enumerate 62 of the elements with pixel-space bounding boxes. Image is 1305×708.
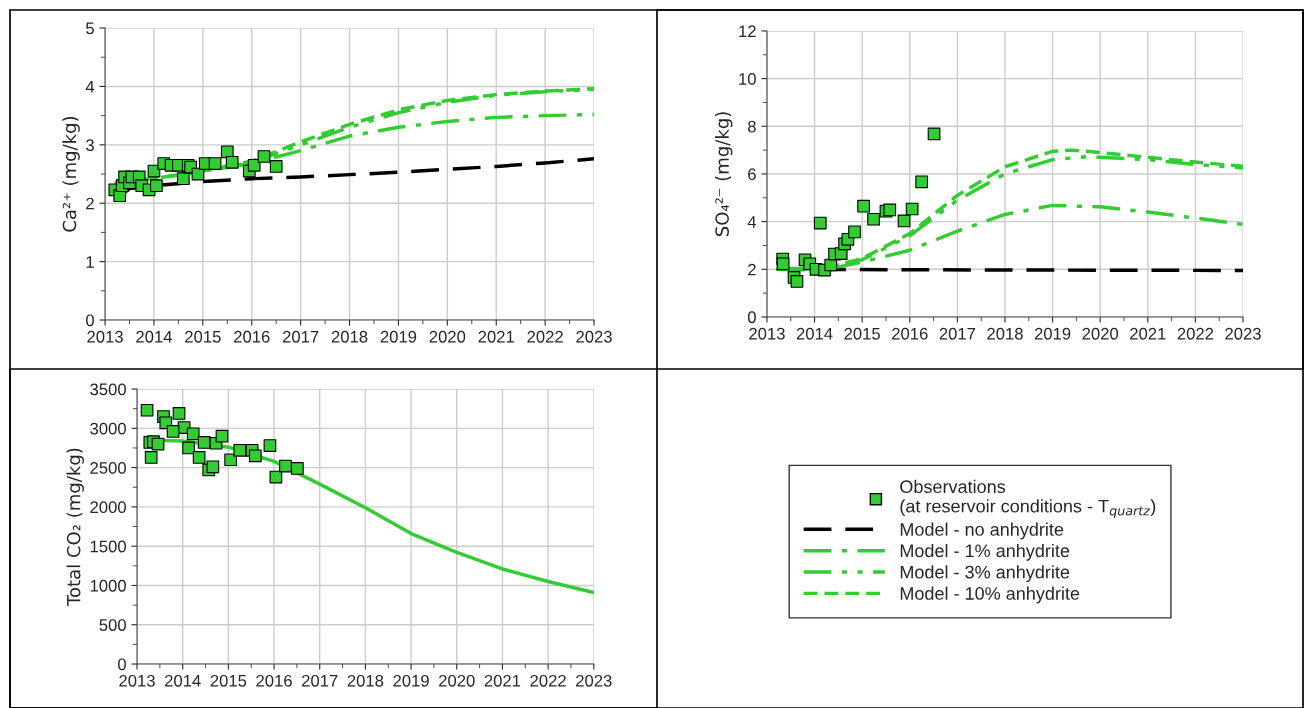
x-tick-label: 2013 (87, 330, 123, 343)
x-tick-label: 2015 (844, 327, 880, 340)
y-tick-label: 10 (739, 73, 756, 85)
x-tick-label: 2023 (576, 674, 612, 687)
x-tick-label: 2017 (939, 327, 976, 340)
x-tick-label: 2016 (256, 674, 292, 687)
x-tick-label: 2020 (1082, 327, 1119, 340)
x-tick-label: 2015 (210, 674, 247, 687)
legend-label: Model - 10% anhydrite (900, 586, 1080, 604)
y-tick-label: 1 (86, 256, 94, 268)
y-tick-label: 3 (86, 139, 94, 152)
y-tick-label: 3000 (90, 422, 126, 435)
legend-label: Model - 3% anhydrite (900, 565, 1070, 583)
x-tick-label: 2013 (119, 674, 155, 687)
x-tick-label: 2022 (1177, 327, 1214, 340)
y-axis-title: SO₄²⁻ (mg/kg) (714, 112, 733, 237)
y-tick-label: 0 (117, 658, 126, 671)
y-tick-label: 12 (739, 25, 756, 37)
y-tick-label: 1500 (90, 540, 126, 553)
x-tick-label: 2021 (1130, 327, 1166, 340)
x-tick-label: 2020 (429, 330, 466, 343)
x-tick-label: 2018 (331, 330, 368, 343)
x-tick-label: 2022 (527, 330, 563, 343)
x-tick-label: 2021 (478, 330, 514, 343)
x-tick-label: 2021 (484, 674, 521, 687)
x-tick-label: 2022 (530, 674, 566, 687)
x-tick-label: 2017 (302, 674, 338, 687)
y-axis-title: Ca²⁺ (mg/kg) (62, 116, 80, 232)
x-tick-label: 2019 (1034, 327, 1071, 340)
x-tick-label: 2018 (347, 674, 384, 687)
y-tick-label: 2000 (90, 501, 126, 514)
y-tick-label: 0 (747, 311, 756, 324)
y-tick-label: 4 (747, 216, 757, 228)
legend-label: Observations (at reservoir conditions - T$_{quartz}$) (900, 479, 1156, 518)
y-axis-title: Total CO₂ (mg/kg) (66, 448, 84, 607)
legend-label: Model - no anhydrite (900, 522, 1064, 540)
y-tick-label: 6 (748, 168, 756, 181)
x-tick-label: 2019 (393, 674, 429, 687)
x-tick-label: 2023 (1225, 327, 1261, 340)
x-tick-label: 2023 (576, 330, 612, 343)
legend-label: Model - 1% anhydrite (900, 543, 1070, 561)
y-tick-label: 2 (748, 263, 756, 276)
y-tick-label: 8 (747, 120, 756, 133)
y-tick-label: 5 (86, 22, 94, 35)
y-tick-label: 4 (85, 81, 95, 93)
x-tick-label: 2020 (439, 674, 475, 687)
x-tick-label: 2017 (282, 330, 319, 343)
x-tick-label: 2015 (185, 330, 221, 343)
y-tick-label: 2500 (90, 462, 126, 474)
x-tick-label: 2014 (165, 674, 201, 687)
x-tick-label: 2018 (987, 327, 1023, 340)
x-tick-label: 2016 (234, 330, 270, 343)
y-tick-label: 1000 (90, 579, 126, 592)
y-tick-label: 2 (86, 197, 94, 210)
x-tick-label: 2016 (892, 327, 928, 340)
y-tick-label: 3500 (90, 383, 126, 396)
x-tick-label: 2019 (380, 330, 417, 343)
y-tick-label: 500 (99, 619, 126, 631)
x-tick-label: 2014 (796, 327, 833, 340)
x-tick-label: 2014 (136, 330, 172, 343)
x-tick-label: 2013 (749, 327, 785, 340)
y-tick-label: 0 (86, 314, 94, 327)
